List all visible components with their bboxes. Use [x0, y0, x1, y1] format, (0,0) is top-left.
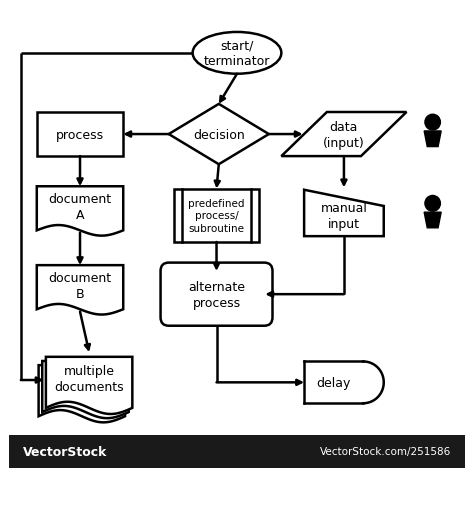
- Text: multiple
documents: multiple documents: [55, 364, 124, 393]
- Text: process: process: [56, 128, 104, 142]
- Bar: [9, 435, 465, 468]
- Polygon shape: [38, 365, 125, 422]
- Polygon shape: [304, 190, 384, 237]
- Polygon shape: [37, 266, 123, 315]
- Text: data
(input): data (input): [323, 120, 365, 149]
- Text: delay: delay: [317, 376, 351, 389]
- Bar: [174, 189, 259, 242]
- Polygon shape: [282, 113, 407, 157]
- Text: document
B: document B: [48, 272, 111, 300]
- Text: manual
input: manual input: [320, 202, 367, 231]
- Text: alternate
process: alternate process: [188, 280, 245, 309]
- Text: document
A: document A: [48, 193, 111, 222]
- FancyBboxPatch shape: [161, 263, 273, 326]
- Polygon shape: [424, 132, 441, 147]
- Text: decision: decision: [193, 128, 245, 142]
- Polygon shape: [169, 105, 269, 165]
- Text: VectorStock.com/251586: VectorStock.com/251586: [319, 446, 451, 457]
- Text: start/
terminator: start/ terminator: [204, 39, 270, 68]
- Circle shape: [425, 196, 440, 212]
- Circle shape: [425, 115, 440, 131]
- Polygon shape: [304, 362, 384, 404]
- Polygon shape: [37, 187, 123, 236]
- Polygon shape: [46, 357, 132, 414]
- Ellipse shape: [192, 33, 282, 74]
- Bar: [37, 113, 123, 157]
- Polygon shape: [42, 361, 129, 418]
- Text: VectorStock: VectorStock: [23, 445, 108, 458]
- Polygon shape: [424, 213, 441, 229]
- Text: predefined
process/
subroutine: predefined process/ subroutine: [188, 199, 245, 233]
